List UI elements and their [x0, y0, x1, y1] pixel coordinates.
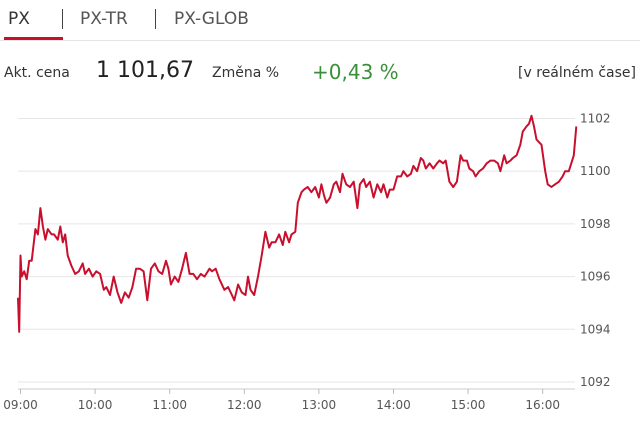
tab-px-glob[interactable]: PX-GLOB [174, 9, 249, 29]
change-value: +0,43 % [312, 60, 399, 84]
change-label: Změna % [212, 65, 280, 81]
y-tick-label: 1096 [580, 270, 611, 284]
y-tick-label: 1102 [580, 111, 611, 125]
y-axis-ticks: 1092 1094 1096 1098 1100 1102 [580, 111, 611, 389]
price-label: Akt. cena [4, 65, 70, 81]
x-tick-label: 14:00 [376, 398, 411, 412]
x-tick-label: 12:00 [227, 398, 262, 412]
y-tick-label: 1094 [580, 322, 611, 336]
x-axis-ticks: 09:00 10:00 11:00 12:00 13:00 14:00 15:00 16:00 [3, 388, 575, 412]
series-line [17, 114, 578, 333]
x-tick-label: 11:00 [152, 398, 187, 412]
tab-px-tr[interactable]: PX-TR [80, 9, 128, 29]
x-tick-label: 15:00 [451, 398, 486, 412]
series-layer [17, 114, 578, 333]
tab-separator [62, 9, 63, 29]
price-value: 1 101,67 [96, 58, 194, 83]
y-tick-label: 1100 [580, 164, 611, 178]
y-tick-label: 1092 [580, 375, 611, 389]
active-tab-indicator [4, 37, 63, 40]
index-tabs: PX PX-TR PX-GLOB [0, 0, 640, 41]
x-tick-label: 13:00 [302, 398, 337, 412]
tab-px[interactable]: PX [8, 9, 30, 29]
y-tick-label: 1098 [580, 217, 611, 231]
price-summary: Akt. cena 1 101,67 Změna % +0,43 % [v re… [0, 52, 640, 92]
price-chart: 1092 1094 1096 1098 1100 1102 09:00 10:00 11:00… [3, 111, 611, 412]
grid-lines [18, 117, 575, 383]
x-tick-label: 10:00 [78, 398, 113, 412]
x-tick-label: 16:00 [525, 398, 560, 412]
tab-separator [155, 9, 156, 29]
realtime-label: [v reálném čase] [518, 65, 636, 81]
x-tick-label: 09:00 [3, 398, 38, 412]
